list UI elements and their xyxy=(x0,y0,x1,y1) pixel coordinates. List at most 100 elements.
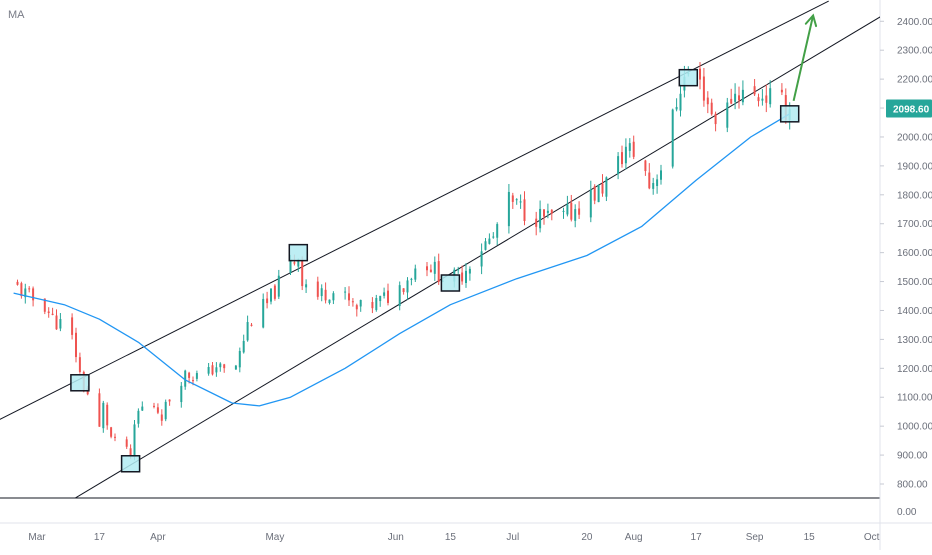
candle xyxy=(738,86,740,109)
candle xyxy=(211,361,214,376)
candle-body xyxy=(426,266,428,271)
candle-body xyxy=(137,410,140,424)
candle-body xyxy=(780,89,783,93)
candle xyxy=(71,313,74,340)
candle-body xyxy=(726,102,729,128)
candle xyxy=(578,201,581,219)
candle-body xyxy=(125,439,128,447)
candle xyxy=(102,400,105,433)
candle-body xyxy=(644,160,647,172)
candle xyxy=(550,209,553,221)
candle-body xyxy=(624,146,627,164)
candle xyxy=(621,145,623,168)
candle xyxy=(433,256,436,281)
candle xyxy=(406,277,409,300)
price-axis-tick: 800.00 xyxy=(897,480,928,491)
candle xyxy=(675,98,678,112)
price-axis-tick: 1700.00 xyxy=(897,219,932,230)
candle-body xyxy=(414,268,417,280)
candle-body xyxy=(20,283,23,297)
candle-body xyxy=(207,366,210,374)
candle xyxy=(270,288,272,305)
channel-touch-marker xyxy=(288,243,309,262)
candle xyxy=(679,83,682,117)
candle-body xyxy=(515,199,518,201)
sub-axis-tick: 0.00 xyxy=(897,507,917,518)
candle-body xyxy=(180,385,183,403)
candle xyxy=(110,426,113,439)
candle xyxy=(51,307,54,316)
candle-body xyxy=(566,204,569,215)
price-axis-tick: 2200.00 xyxy=(897,75,932,86)
candle-body xyxy=(223,364,226,369)
candle xyxy=(769,80,772,108)
candle-body xyxy=(371,302,374,309)
price-axis-tick: 1900.00 xyxy=(897,161,932,172)
candle-body xyxy=(351,301,354,303)
candle xyxy=(671,108,674,169)
candle xyxy=(543,209,545,225)
candle-body xyxy=(215,367,218,373)
channel-touch-marker xyxy=(779,105,800,123)
candle-body xyxy=(734,93,737,102)
candle-body xyxy=(679,93,682,111)
last-price-tag xyxy=(886,99,932,118)
candle xyxy=(160,409,163,426)
candle xyxy=(574,204,577,228)
candle-body xyxy=(656,179,659,186)
candle-body xyxy=(699,68,701,80)
candle-body xyxy=(250,324,253,326)
candle xyxy=(379,295,382,307)
candle xyxy=(215,362,218,377)
candle xyxy=(316,276,319,300)
candle xyxy=(426,261,428,277)
candle-body xyxy=(28,288,31,290)
candle-body xyxy=(273,285,276,299)
candle xyxy=(429,264,432,273)
candle-body xyxy=(398,285,401,307)
candle xyxy=(125,436,128,449)
price-axis-tick: 1200.00 xyxy=(897,364,932,375)
candle xyxy=(617,152,620,180)
candle xyxy=(702,68,705,107)
candle-body xyxy=(652,183,655,189)
candle xyxy=(359,299,362,312)
candle-body xyxy=(289,259,292,273)
time-axis-tick: May xyxy=(265,532,284,543)
candle-body xyxy=(316,281,319,297)
candle-body xyxy=(484,241,487,250)
candle-body xyxy=(379,295,382,302)
candle-body xyxy=(574,209,577,221)
price-axis-tick: 2300.00 xyxy=(897,46,932,57)
candle xyxy=(238,347,241,373)
candle-body xyxy=(589,189,592,218)
last-price-value: 2098.60 xyxy=(893,104,930,115)
price-axis-tick: 1600.00 xyxy=(897,248,932,259)
indicator-label[interactable]: MA xyxy=(8,9,25,21)
candle-body xyxy=(164,401,167,420)
candle xyxy=(55,309,58,330)
candle xyxy=(137,408,140,428)
candle xyxy=(546,203,549,219)
candle xyxy=(250,323,253,327)
time-axis-tick: 15 xyxy=(804,532,816,543)
candle xyxy=(414,264,417,283)
candle-body xyxy=(546,210,549,213)
candle xyxy=(757,93,760,107)
candle-body xyxy=(168,399,171,402)
candle-body xyxy=(102,402,105,429)
time-axis-tick: Jun xyxy=(388,532,404,543)
candle-body xyxy=(332,293,335,301)
candle xyxy=(28,286,31,293)
candle xyxy=(398,281,401,311)
candle xyxy=(652,177,655,195)
candle xyxy=(741,80,744,106)
candle xyxy=(480,243,483,275)
candle xyxy=(195,370,198,382)
candle-body xyxy=(605,177,608,197)
candle-body xyxy=(535,218,538,227)
candle xyxy=(624,138,627,170)
price-axis-tick: 1500.00 xyxy=(897,277,932,288)
